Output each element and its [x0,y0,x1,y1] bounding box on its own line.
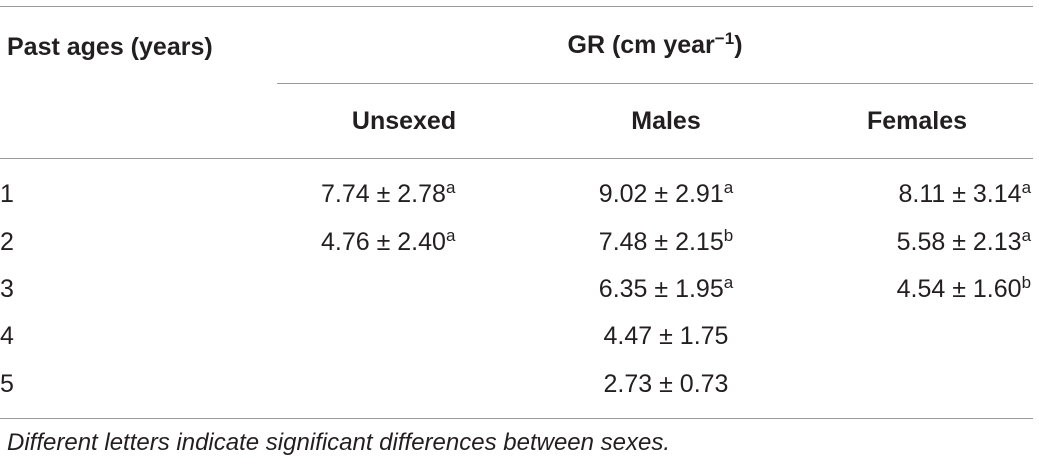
column-header-males: Males [631,106,701,135]
females-cell: 8.11 ± 3.14a [898,177,1032,208]
table-footnote: Different letters indicate significant d… [7,429,671,456]
column-header-unsexed: Unsexed [351,106,457,135]
age-cell: 4 [0,322,14,350]
unsexed-cell: 7.74 ± 2.78a [321,177,456,208]
unsexed-cell: 4.76 ± 2.40a [321,226,456,256]
females-cell: 5.58 ± 2.13a [896,226,1032,256]
age-cell: 5 [0,369,14,398]
age-cell: 1 [0,179,14,208]
females-cell: 4.54 ± 1.60b [896,273,1032,303]
age-cell: 3 [0,275,14,303]
males-cell: 4.47 ± 1.75 [603,322,729,350]
group-header-sup: −1 [714,28,735,48]
stub-header: Past ages (years) [7,33,213,61]
group-header: GR (cm year−1) [277,6,1034,84]
unsexed-cell [277,313,531,360]
table-row: 2 4.76 ± 2.40a 7.48 ± 2.15b 5.58 ± 2.13a [0,219,1033,266]
males-cell: 9.02 ± 2.91a [598,177,734,208]
growth-rate-table: Past ages (years) GR (cm year−1) Unsexed… [0,6,1034,419]
males-cell: 7.48 ± 2.15b [598,226,734,256]
table-row: 4 4.47 ± 1.75 [0,313,1033,360]
females-cell [801,313,1033,360]
group-header-text: GR (cm year [567,30,715,59]
males-cell: 2.73 ± 0.73 [603,369,729,398]
table-row: 1 7.74 ± 2.78a 9.02 ± 2.91a 8.11 ± 3.14a [0,159,1033,220]
males-cell: 6.35 ± 1.95a [598,273,734,303]
table-row: 3 6.35 ± 1.95a 4.54 ± 1.60b [0,266,1033,313]
table-row: 5 2.73 ± 0.73 [0,360,1034,419]
unsexed-cell [277,266,531,313]
age-cell: 2 [0,228,14,256]
females-cell [801,360,1033,419]
unsexed-cell [277,360,531,419]
group-header-close: ) [734,30,743,59]
column-header-females: Females [866,106,968,135]
